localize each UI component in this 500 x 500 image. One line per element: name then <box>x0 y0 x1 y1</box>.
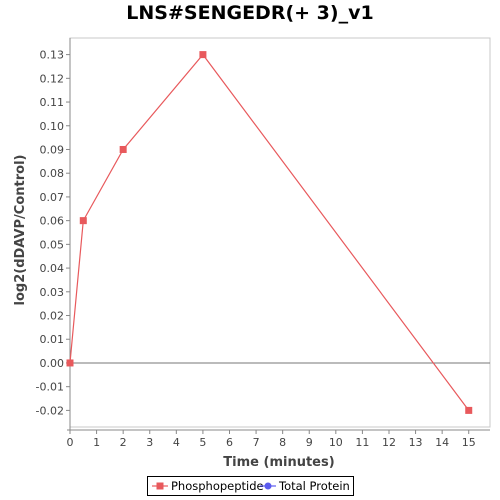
chart-title: LNS#SENGEDR(+ 3)_v1 <box>126 2 374 24</box>
y-tick-label: 0.05 <box>40 238 65 251</box>
plot-background <box>69 37 491 428</box>
y-tick-label: 0.08 <box>40 167 65 180</box>
y-tick-label: -0.02 <box>36 404 64 417</box>
x-tick-label: 7 <box>253 436 260 449</box>
legend-label: Total Protein <box>278 479 350 493</box>
data-point <box>66 359 74 367</box>
x-tick-label: 12 <box>382 436 396 449</box>
data-point <box>119 145 127 153</box>
x-tick-label: 14 <box>435 436 449 449</box>
data-point <box>199 51 207 59</box>
x-tick-label: 3 <box>146 436 153 449</box>
x-tick-label: 0 <box>67 436 74 449</box>
legend-marker-circle <box>264 482 272 490</box>
y-tick-label: 0.13 <box>40 49 65 62</box>
x-tick-label: 15 <box>462 436 476 449</box>
data-point <box>465 406 473 414</box>
y-tick-label: 0.12 <box>40 72 65 85</box>
y-tick-label: 0.09 <box>40 143 65 156</box>
x-tick-label: 6 <box>226 436 233 449</box>
y-tick-label: 0.06 <box>40 215 65 228</box>
legend: Phosphopeptide Total Protein <box>147 476 354 496</box>
x-tick-label: 10 <box>329 436 343 449</box>
y-axis-label: log2(dDAVP/Control) <box>13 155 28 306</box>
plot-area: -0.02 -0.01 0.00 0.01 0.02 0.03 0.04 0.05 0.06 0.… <box>36 37 491 449</box>
x-tick-label: 9 <box>306 436 313 449</box>
y-tick-label: 0.02 <box>40 310 65 323</box>
y-tick-label: 0.07 <box>40 191 65 204</box>
x-tick-label: 5 <box>199 436 206 449</box>
x-tick-label: 2 <box>120 436 127 449</box>
y-tick-label: 0.04 <box>40 262 65 275</box>
y-tick-label: 0.10 <box>40 120 65 133</box>
legend-label: Phosphopeptide <box>171 479 264 493</box>
x-tick-label: 8 <box>279 436 286 449</box>
y-tick-label: -0.01 <box>36 381 64 394</box>
x-axis-label: Time (minutes) <box>223 455 334 470</box>
data-point <box>79 217 87 225</box>
y-tick-label: 0.00 <box>40 357 65 370</box>
x-tick-label: 13 <box>409 436 423 449</box>
y-tick-label: 0.11 <box>40 96 65 109</box>
y-tick-label: 0.03 <box>40 286 65 299</box>
x-tick-label: 4 <box>173 436 180 449</box>
legend-marker-square <box>156 482 164 490</box>
x-tick-label: 1 <box>93 436 100 449</box>
y-tick-label: 0.01 <box>40 333 65 346</box>
x-tick-label: 11 <box>355 436 369 449</box>
